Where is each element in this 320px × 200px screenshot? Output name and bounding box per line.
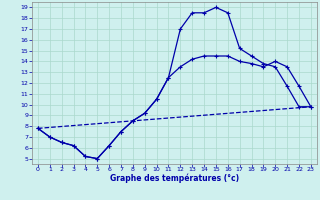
X-axis label: Graphe des températures (°c): Graphe des températures (°c) xyxy=(110,174,239,183)
